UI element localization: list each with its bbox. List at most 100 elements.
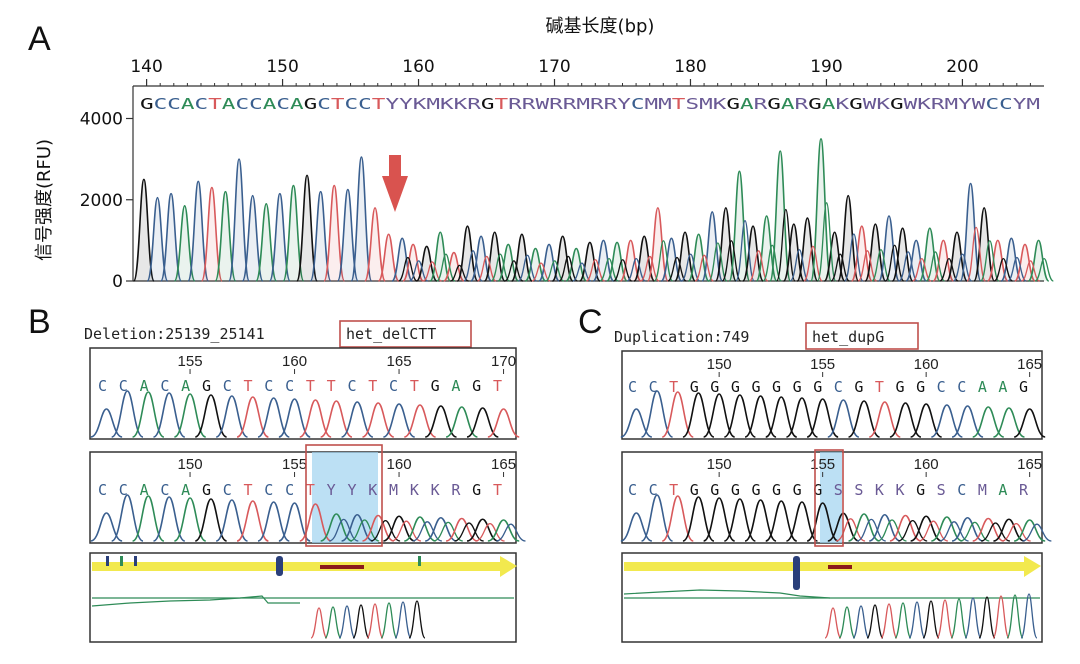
- peak-G: [765, 500, 798, 542]
- b-sample-trace-frame: [89, 451, 517, 544]
- base-letter: G: [849, 95, 863, 113]
- peak-K: [362, 514, 395, 542]
- mixed-peak-G: [352, 604, 370, 639]
- position-label: 150: [707, 456, 732, 473]
- base-letter: G: [710, 481, 719, 499]
- peak-C: [951, 516, 984, 542]
- peak-C: [257, 501, 290, 542]
- base-letter: A: [822, 95, 836, 113]
- base-letter: A: [740, 95, 754, 113]
- base-letter: K: [431, 481, 440, 499]
- peak-G: [682, 496, 715, 542]
- peak-C: [620, 408, 653, 438]
- mixed-peak-A: [894, 602, 912, 639]
- peak-T: [403, 404, 436, 438]
- peak-C: [187, 180, 210, 282]
- base-letter: S: [854, 481, 863, 499]
- peak-C: [341, 401, 374, 438]
- base-letter: C: [957, 481, 966, 499]
- base-letter: C: [999, 95, 1013, 113]
- base-letter: G: [140, 95, 154, 113]
- panel-a-letter: A: [28, 20, 51, 58]
- base-letter: G: [751, 481, 760, 499]
- peak-A: [132, 495, 165, 542]
- base-letter: Y: [399, 95, 413, 113]
- secondary-peak-T: [422, 261, 442, 282]
- base-letter: A: [451, 377, 460, 395]
- peak-G: [786, 397, 818, 438]
- secondary-peak-A: [545, 260, 565, 282]
- base-letter: G: [731, 378, 740, 396]
- het-delctt-box: [339, 320, 472, 348]
- peak-G: [848, 400, 880, 438]
- peak-G: [864, 223, 887, 282]
- base-letter: A: [998, 378, 1007, 396]
- base-letter: K: [454, 95, 468, 113]
- secondary-peak: [918, 520, 949, 542]
- peak-G: [744, 499, 777, 542]
- peak-G: [782, 223, 805, 282]
- base-letter: K: [917, 95, 931, 113]
- peak-C: [90, 512, 123, 542]
- base-letter: T: [208, 95, 222, 113]
- base-letter: K: [713, 95, 727, 113]
- base-letter: R: [467, 95, 482, 113]
- base-letter: K: [896, 481, 905, 499]
- peak-C: [641, 390, 674, 438]
- base-letter: A: [181, 377, 190, 395]
- secondary-peak: [1022, 523, 1052, 542]
- base-letter: G: [767, 95, 781, 113]
- peak-A: [972, 406, 1005, 438]
- base-letter: C: [317, 95, 331, 113]
- b-alignment-track-frame: [89, 552, 517, 643]
- secondary-peak-T: [585, 259, 605, 282]
- base-letter: K: [875, 481, 884, 499]
- mixed-peak-G: [922, 600, 940, 639]
- peak-T: [299, 399, 332, 438]
- base-letter: C: [119, 481, 128, 499]
- base-letter: G: [304, 95, 318, 113]
- base-letter: M: [389, 481, 398, 499]
- peak-M: [972, 517, 1005, 542]
- base-letter: C: [649, 481, 658, 499]
- secondary-peak-G: [667, 256, 687, 282]
- panel-b-letter: B: [28, 303, 51, 341]
- base-letter: R: [795, 95, 810, 113]
- peak-G: [132, 178, 155, 282]
- mixed-peak-G: [978, 596, 996, 639]
- base-letter: S: [685, 95, 699, 113]
- base-letter: R: [1019, 481, 1029, 499]
- peak-T: [850, 225, 873, 282]
- secondary-peak-T: [1021, 260, 1041, 282]
- mixed-peak-A: [324, 606, 342, 639]
- secondary-peak-C: [898, 251, 918, 282]
- secondary-peak: [496, 523, 526, 542]
- secondary-peak-A: [653, 240, 674, 282]
- peak-C: [90, 408, 123, 438]
- mixed-peak-T: [992, 595, 1010, 639]
- c-reference-peaks: [620, 390, 1046, 438]
- peak-G: [466, 407, 499, 438]
- base-letter: C: [264, 377, 273, 395]
- base-letter: G: [854, 378, 863, 396]
- secondary-peak-G: [558, 255, 578, 282]
- base-letter: C: [345, 95, 359, 113]
- peak-T: [236, 396, 269, 438]
- base-letter: T: [672, 95, 686, 113]
- deletion-label: Deletion:25139_25141: [84, 325, 265, 343]
- b-alignment-track: [91, 556, 517, 607]
- peak-C: [641, 494, 674, 542]
- secondary-peak-A: [925, 251, 945, 282]
- base-letter: M: [658, 95, 672, 113]
- base-letter: C: [160, 481, 169, 499]
- y-axis: 0 2000 4000: [80, 110, 133, 292]
- base-letter: T: [244, 377, 253, 395]
- panel-c-letter: C: [578, 303, 603, 341]
- base-letter: W: [535, 95, 550, 113]
- base-letter: Y: [958, 95, 972, 113]
- peak-C: [153, 496, 186, 542]
- secondary-peak: [877, 519, 907, 542]
- secondary-peak: [1001, 522, 1031, 542]
